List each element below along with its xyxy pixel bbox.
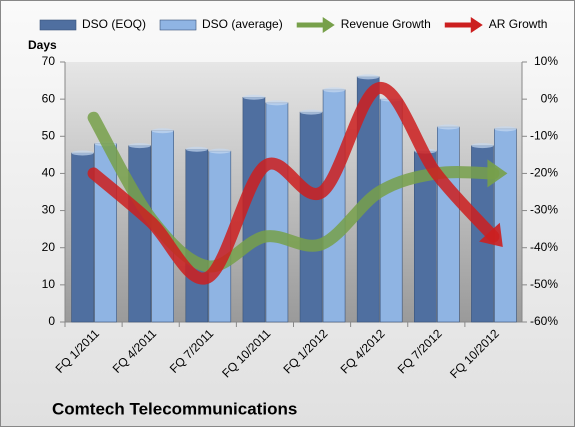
bar [299, 111, 323, 323]
bar [437, 126, 460, 323]
bar-cap [128, 143, 151, 149]
legend-marker [470, 17, 483, 33]
y2-tick-label: -30% [530, 203, 558, 217]
chart-title: Comtech Telecommunications [52, 399, 297, 418]
y2-tick-label: 0% [541, 91, 559, 105]
y-tick-label: 60 [42, 91, 56, 105]
y-tick-label: 0 [48, 314, 55, 328]
y2-tick-label: -10% [530, 128, 558, 142]
y-tick-label: 30 [42, 203, 56, 217]
arrow-head [487, 159, 508, 188]
y2-tick-label: -60% [530, 314, 558, 328]
bar-cap [323, 87, 346, 93]
legend-marker [322, 17, 335, 33]
bar-cap [185, 146, 208, 152]
line [87, 82, 500, 285]
y-tick-label: 10 [42, 277, 56, 291]
bar [379, 98, 403, 323]
legend-label: DSO (EOQ) [82, 17, 146, 31]
y2-tick-label: -40% [530, 240, 558, 254]
y2-tick-label: 10% [534, 54, 558, 68]
bar-cap [300, 109, 323, 115]
y2-tick-label: -20% [530, 166, 558, 180]
bar [185, 148, 209, 323]
bar-cap [357, 74, 380, 80]
bar-cap [494, 126, 517, 132]
bar [322, 89, 346, 323]
legend-label: AR Growth [489, 17, 548, 31]
y-tick-label: 50 [42, 128, 56, 142]
bar-cap [437, 124, 460, 130]
y-axis-label: Days [28, 38, 57, 52]
bar-cap [471, 143, 494, 149]
y-tick-label: 70 [42, 54, 56, 68]
bar-cap [242, 94, 265, 100]
legend-marker [159, 19, 197, 31]
bar [265, 102, 289, 323]
y-tick-label: 20 [42, 240, 56, 254]
bar-cap [71, 150, 94, 156]
bar-cap [265, 100, 288, 106]
bar-cap [208, 148, 231, 154]
arrow-head [479, 222, 503, 247]
bar-cap [151, 128, 174, 134]
y-tick-label: 40 [42, 166, 56, 180]
legend-marker [39, 19, 77, 31]
legend-label: Revenue Growth [341, 17, 431, 31]
legend-label: DSO (average) [202, 17, 283, 31]
y2-tick-label: -50% [530, 277, 558, 291]
bar [128, 145, 151, 323]
